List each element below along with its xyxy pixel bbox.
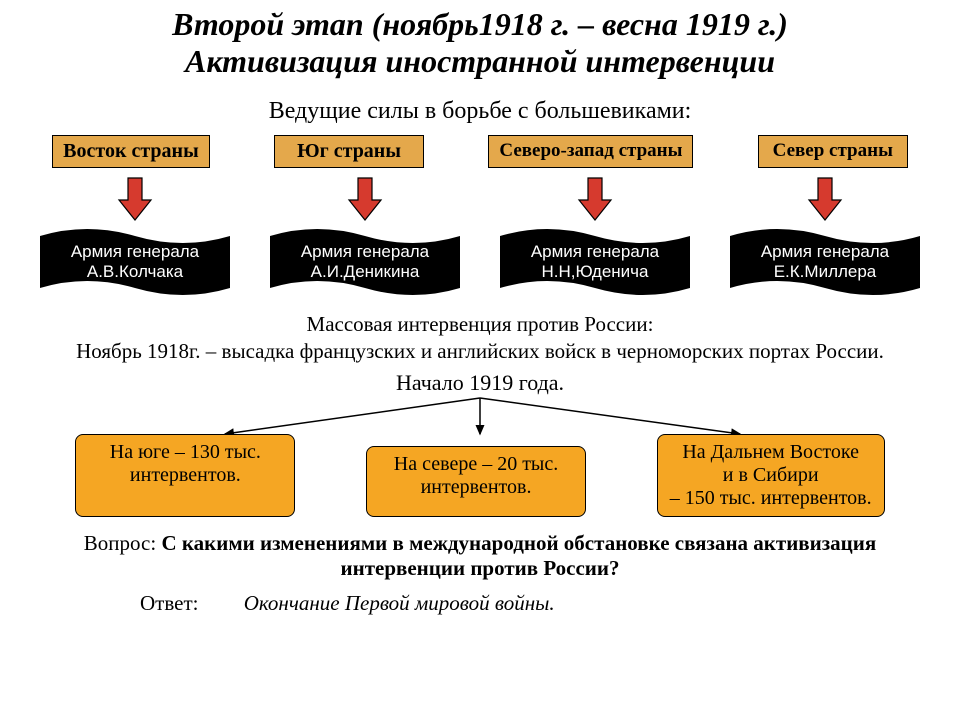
arrow-down-icon <box>750 176 900 222</box>
orange-line: интервентов. <box>379 476 573 499</box>
arrow-down-icon <box>290 176 440 222</box>
banner-line2: Н.Н,Юденича <box>542 262 649 282</box>
region-box-north: Север страны <box>758 135 908 168</box>
question-block: Вопрос: С какими изменениями в междунаро… <box>0 531 960 581</box>
banner-miller: Армия генерала Е.К.Миллера <box>730 226 920 298</box>
orange-line: На севере – 20 тыс. <box>379 453 573 476</box>
orange-line: и в Сибири <box>670 464 872 487</box>
question-lead: Вопрос: <box>84 531 162 555</box>
intervention-text: Массовая интервенция против России: Нояб… <box>0 312 960 364</box>
banner-line2: А.И.Деникина <box>311 262 420 282</box>
banner-line1: Армия генерала <box>301 242 429 262</box>
red-arrows-row <box>0 176 960 222</box>
banner-line1: Армия генерала <box>761 242 889 262</box>
start-year: Начало 1919 года. <box>0 370 960 396</box>
banner-kolchak: Армия генерала А.В.Колчака <box>40 226 230 298</box>
banner-yudenich: Армия генерала Н.Н,Юденича <box>500 226 690 298</box>
banner-denikin: Армия генерала А.И.Деникина <box>270 226 460 298</box>
answer-block: Ответ: Окончание Первой мировой войны. <box>0 591 960 616</box>
title-line-2: Активизация иностранной интервенции <box>0 43 960 80</box>
arrow-down-icon <box>520 176 670 222</box>
orange-box-south: На юге – 130 тыс. интервентов. <box>75 434 295 517</box>
arrow-down-icon <box>60 176 210 222</box>
banner-line1: Армия генерала <box>531 242 659 262</box>
subtitle: Ведущие силы в борьбе с большевиками: <box>0 98 960 125</box>
orange-line: На юге – 130 тыс. <box>88 441 282 464</box>
banner-line1: Армия генерала <box>71 242 199 262</box>
banner-line2: А.В.Колчака <box>87 262 183 282</box>
title-block: Второй этап (ноябрь1918 г. – весна 1919 … <box>0 0 960 80</box>
regions-row: Восток страны Юг страны Северо-запад стр… <box>0 135 960 168</box>
banners-row: Армия генерала А.В.Колчака Армия генерал… <box>0 226 960 298</box>
orange-line: На Дальнем Востоке <box>670 441 872 464</box>
region-box-northwest: Северо-запад страны <box>488 135 693 168</box>
question-bold: С какими изменениями в международной обс… <box>161 531 876 580</box>
region-box-east: Восток страны <box>52 135 210 168</box>
region-box-south: Юг страны <box>274 135 424 168</box>
orange-line: – 150 тыс. интервентов. <box>670 487 872 510</box>
answer-text: Окончание Первой мировой войны. <box>244 591 555 615</box>
intervention-body: Ноябрь 1918г. – высадка французских и ан… <box>30 339 930 364</box>
title-line-1: Второй этап (ноябрь1918 г. – весна 1919 … <box>0 6 960 43</box>
orange-box-north: На севере – 20 тыс. интервентов. <box>366 446 586 517</box>
banner-line2: Е.К.Миллера <box>774 262 877 282</box>
orange-line: интервентов. <box>88 464 282 487</box>
orange-row: На юге – 130 тыс. интервентов. На севере… <box>0 434 960 517</box>
answer-lead: Ответ: <box>140 591 198 615</box>
orange-box-east: На Дальнем Востоке и в Сибири – 150 тыс.… <box>657 434 885 517</box>
intervention-title: Массовая интервенция против России: <box>30 312 930 337</box>
